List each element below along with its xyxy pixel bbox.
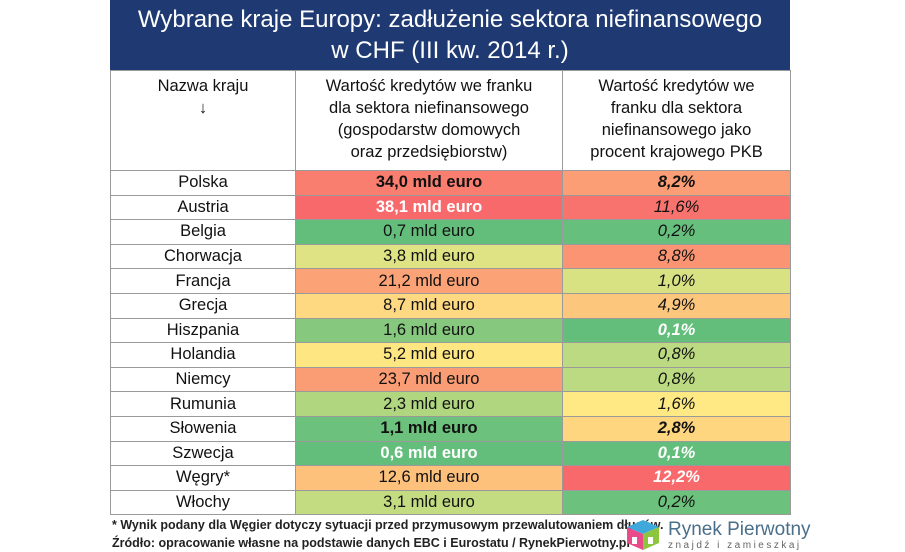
country-cell: Słowenia xyxy=(110,415,296,442)
footer: * Wynik podany dla Węgier dotyczy sytuac… xyxy=(112,516,664,552)
percent-cell: 4,9% xyxy=(562,292,791,319)
header-country-label: Nazwa kraju xyxy=(157,77,249,95)
data-table: Nazwa kraju ↓ Wartość kredytów we franku… xyxy=(110,70,791,516)
country-cell: Polska xyxy=(110,170,296,196)
country-cell: Węgry* xyxy=(110,465,296,491)
logo-cube-icon xyxy=(627,520,659,550)
table-row: Słowenia 1,1 mld euro 2,8% xyxy=(110,415,791,442)
table-row: Niemcy 23,7 mld euro 0,8% xyxy=(110,366,791,393)
percent-cell: 0,8% xyxy=(562,366,791,393)
arrow-down-icon: ↓ xyxy=(198,99,208,117)
percent-cell: 2,8% xyxy=(562,415,791,442)
logo: Rynek Pierwotny znajdź i zamieszkaj xyxy=(626,519,811,551)
table-row: Włochy 3,1 mld euro 0,2% xyxy=(110,489,791,516)
country-cell: Francja xyxy=(110,268,296,294)
title-line-2: w CHF (III kw. 2014 r.) xyxy=(331,37,569,64)
value-cell: 38,1 mld euro xyxy=(295,194,563,221)
value-cell: 23,7 mld euro xyxy=(295,366,563,393)
title-line-1: Wybrane kraje Europy: zadłużenie sektora… xyxy=(137,6,763,33)
header-text: Wartość kredytów we franku xyxy=(325,77,533,95)
value-cell: 0,6 mld euro xyxy=(295,440,563,467)
table-row: Polska 34,0 mld euro 8,2% xyxy=(110,170,791,196)
table-row: Szwecja 0,6 mld euro 0,1% xyxy=(110,440,791,467)
table-row: Węgry* 12,6 mld euro 12,2% xyxy=(110,465,791,491)
value-cell: 1,6 mld euro xyxy=(295,317,563,344)
percent-cell: 0,2% xyxy=(562,489,791,516)
percent-cell: 0,2% xyxy=(562,219,791,245)
value-cell: 12,6 mld euro xyxy=(295,465,563,491)
table-row: Hiszpania 1,6 mld euro 0,1% xyxy=(110,317,791,344)
country-cell: Włochy xyxy=(110,489,296,516)
table-row: Holandia 5,2 mld euro 0,8% xyxy=(110,342,791,368)
percent-cell: 8,8% xyxy=(562,243,791,270)
logo-tagline: znajdź i zamieszkaj xyxy=(668,539,802,551)
value-cell: 3,8 mld euro xyxy=(295,243,563,270)
value-cell: 3,1 mld euro xyxy=(295,489,563,516)
percent-cell: 11,6% xyxy=(562,194,791,221)
header-text: oraz przedsiębiorstw) xyxy=(350,143,508,161)
country-cell: Austria xyxy=(110,194,296,221)
value-cell: 21,2 mld euro xyxy=(295,268,563,294)
percent-cell: 0,8% xyxy=(562,342,791,368)
header-text: Wartość kredytów we xyxy=(598,77,755,95)
header-text: franku dla sektora xyxy=(610,99,743,117)
table-row: Austria 38,1 mld euro 11,6% xyxy=(110,194,791,221)
country-cell: Hiszpania xyxy=(110,317,296,344)
country-cell: Niemcy xyxy=(110,366,296,393)
header-value: Wartość kredytów we franku dla sektora n… xyxy=(295,70,563,171)
country-cell: Rumunia xyxy=(110,391,296,417)
percent-cell: 1,0% xyxy=(562,268,791,294)
table-row: Rumunia 2,3 mld euro 1,6% xyxy=(110,391,791,417)
header-text: (gospodarstw domowych xyxy=(337,121,521,139)
title: Wybrane kraje Europy: zadłużenie sektora… xyxy=(110,0,790,70)
header-country: Nazwa kraju ↓ xyxy=(110,70,296,171)
country-cell: Chorwacja xyxy=(110,243,296,270)
source-note: Źródło: opracowanie własne na podstawie … xyxy=(112,536,630,550)
table-row: Grecja 8,7 mld euro 4,9% xyxy=(110,292,791,319)
value-cell: 2,3 mld euro xyxy=(295,391,563,417)
header-text: niefinansowego jako xyxy=(601,121,752,139)
logo-name: Rynek Pierwotny xyxy=(668,518,811,540)
footnote: * Wynik podany dla Węgier dotyczy sytuac… xyxy=(112,518,664,532)
percent-cell: 8,2% xyxy=(562,170,791,196)
value-cell: 5,2 mld euro xyxy=(295,342,563,368)
value-cell: 1,1 mld euro xyxy=(295,415,563,442)
infographic-table: Wybrane kraje Europy: zadłużenie sektora… xyxy=(110,0,791,516)
value-cell: 34,0 mld euro xyxy=(295,170,563,196)
header-text: dla sektora niefinansowego xyxy=(329,99,529,117)
table-row: Chorwacja 3,8 mld euro 8,8% xyxy=(110,243,791,270)
value-cell: 0,7 mld euro xyxy=(295,219,563,245)
percent-cell: 12,2% xyxy=(562,465,791,491)
country-cell: Grecja xyxy=(110,292,296,319)
country-cell: Belgia xyxy=(110,219,296,245)
value-cell: 8,7 mld euro xyxy=(295,292,563,319)
table-row: Belgia 0,7 mld euro 0,2% xyxy=(110,219,791,245)
percent-cell: 0,1% xyxy=(562,317,791,344)
country-cell: Holandia xyxy=(110,342,296,368)
table-row: Francja 21,2 mld euro 1,0% xyxy=(110,268,791,294)
country-cell: Szwecja xyxy=(110,440,296,467)
header-percent: Wartość kredytów we franku dla sektora n… xyxy=(562,70,791,171)
header-text: procent krajowego PKB xyxy=(590,143,763,161)
percent-cell: 1,6% xyxy=(562,391,791,417)
percent-cell: 0,1% xyxy=(562,440,791,467)
